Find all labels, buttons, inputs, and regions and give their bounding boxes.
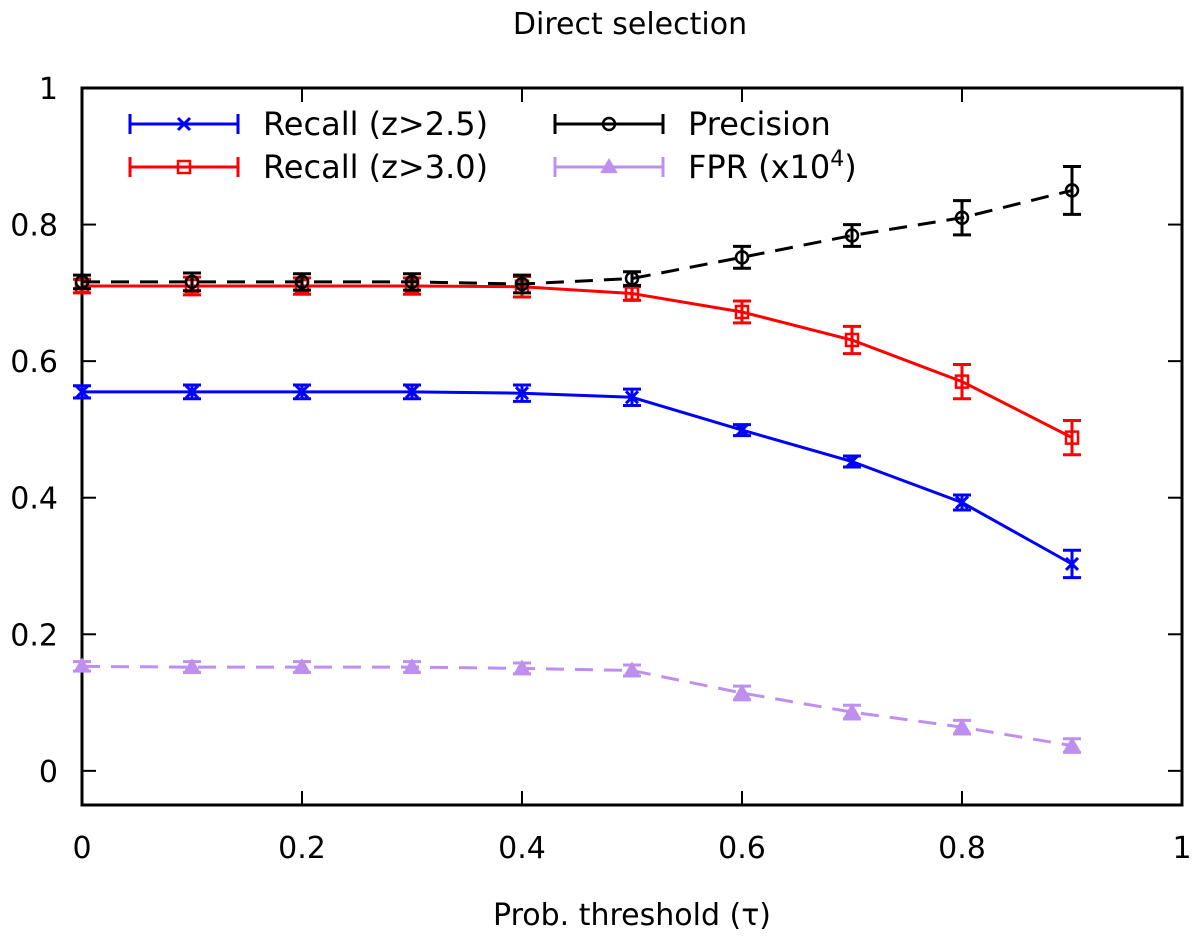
series-line (82, 284, 1073, 439)
data-point (953, 718, 971, 734)
legend-marker (176, 116, 192, 132)
legend-item: Recall (z>3.0) (128, 148, 488, 186)
x-tick-label: 0 (72, 831, 91, 866)
y-tick-label: 0.4 (10, 482, 58, 517)
data-point (514, 386, 530, 401)
data-point (513, 659, 531, 675)
legend-label: FPR (x104) (688, 147, 857, 186)
data-point (624, 271, 640, 286)
data-point (954, 374, 970, 389)
series-fpr-x10 (73, 657, 1081, 754)
data-point (404, 274, 420, 290)
data-point (734, 304, 750, 320)
x-axis-label: Prob. threshold (τ) (493, 898, 771, 933)
data-point (74, 384, 90, 399)
data-point (514, 276, 530, 292)
legend-swatch (128, 157, 240, 177)
legend-label-text: Recall (z>3.0) (263, 148, 488, 186)
legend-marker (176, 159, 192, 175)
data-point (183, 658, 201, 674)
y-tick-label: 0.2 (10, 618, 58, 653)
data-point (624, 390, 640, 405)
legend-item: Recall (z>2.5) (128, 105, 488, 143)
y-tick-label: 1 (39, 72, 58, 107)
error-bar (843, 324, 861, 356)
data-point (293, 658, 311, 674)
data-point (844, 454, 860, 469)
legend-item: Precision (553, 105, 831, 143)
data-point (623, 661, 641, 677)
data-point (404, 384, 420, 399)
axis-ticks: 0 0.2 0.4 0.6 0.8 1 0 0.2 0.4 0.6 0.8 1 (10, 72, 1191, 866)
data-point (403, 658, 421, 674)
series-recall-z-3-0 (73, 274, 1081, 457)
x-tick-label: 1 (1172, 831, 1191, 866)
legend-label-text: Precision (688, 105, 831, 143)
legend-marker (601, 116, 617, 132)
data-point (184, 384, 200, 399)
data-point (734, 423, 750, 438)
data-point (1064, 430, 1080, 445)
legend-label: Precision (688, 105, 831, 143)
series-layer (73, 165, 1081, 754)
series-recall-z-2-5 (73, 383, 1081, 580)
legend-label-text: FPR (x10 (688, 148, 830, 186)
error-bar (953, 199, 971, 237)
x-tick-label: 0.4 (498, 831, 546, 866)
data-point (733, 684, 751, 700)
legend: Recall (z>2.5) Recall (z>3.0) Precision FPR… (128, 105, 857, 186)
legend-label: Recall (z>2.5) (263, 105, 488, 143)
error-bar (1063, 165, 1081, 216)
data-point (844, 332, 860, 348)
plot-frame (80, 86, 1184, 807)
series-precision (73, 165, 1081, 295)
error-bar (953, 363, 971, 401)
data-point (1063, 736, 1081, 752)
data-point (734, 250, 750, 265)
series-line (82, 188, 1073, 286)
data-point (1064, 556, 1080, 572)
y-tick-label: 0 (39, 755, 58, 790)
data-point (74, 274, 90, 290)
legend-item: FPR (x104) (553, 147, 857, 186)
legend-superscript: 4 (830, 147, 844, 172)
data-point (1064, 183, 1080, 198)
data-point (954, 210, 970, 225)
y-tick-label: 0.6 (10, 345, 58, 380)
legend-label-text: Recall (z>2.5) (263, 105, 488, 143)
data-point (294, 274, 310, 290)
data-point (954, 495, 970, 510)
legend-swatch (553, 114, 665, 134)
series-line (81, 664, 1073, 748)
data-point (843, 703, 861, 719)
error-bar (1063, 419, 1081, 457)
data-point (184, 274, 200, 290)
data-point (73, 657, 91, 673)
legend-marker (600, 158, 618, 174)
chart-title: Direct selection (513, 7, 747, 42)
x-tick-label: 0.6 (718, 831, 766, 866)
data-point (844, 228, 860, 243)
series-line (82, 390, 1073, 566)
data-point (624, 286, 640, 301)
error-bar (843, 223, 861, 248)
y-tick-label: 0.8 (10, 209, 58, 244)
x-tick-label: 0.8 (938, 831, 986, 866)
x-tick-label: 0.2 (278, 831, 326, 866)
legend-label: Recall (z>3.0) (263, 148, 488, 186)
legend-suffix: ) (844, 148, 856, 186)
error-bar (733, 299, 751, 325)
data-point (294, 384, 310, 399)
error-bar (733, 244, 751, 270)
